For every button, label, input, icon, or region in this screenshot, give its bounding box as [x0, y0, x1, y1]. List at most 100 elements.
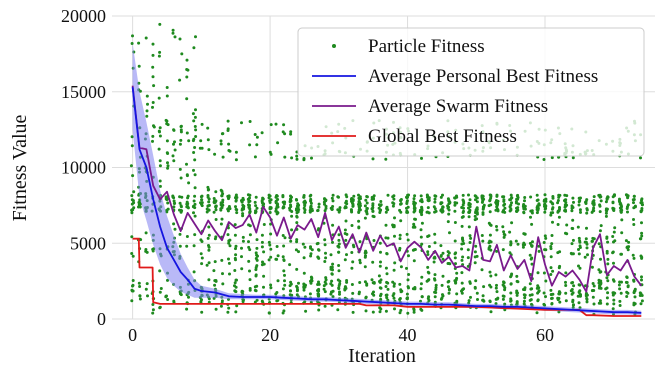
particle-point: [427, 271, 431, 275]
particle-point: [308, 208, 312, 212]
particle-point: [640, 203, 644, 207]
particle-point: [234, 205, 237, 209]
particle-point: [522, 299, 526, 303]
particle-point: [166, 166, 170, 170]
particle-point: [475, 291, 479, 295]
particle-point: [597, 193, 601, 197]
particle-point: [283, 155, 287, 159]
particle-point: [276, 254, 280, 258]
particle-point: [283, 273, 286, 277]
particle-point: [543, 234, 547, 238]
particle-point: [219, 142, 223, 146]
particle-point: [324, 206, 328, 210]
particle-point: [503, 233, 507, 237]
particle-point: [632, 256, 636, 260]
particle-point: [487, 246, 491, 250]
particle-point: [317, 227, 321, 231]
particle-point: [219, 203, 223, 207]
particle-point: [420, 221, 424, 225]
particle-point: [384, 157, 388, 161]
particle-point: [206, 236, 210, 240]
particle-point: [275, 205, 279, 209]
particle-point: [200, 202, 203, 206]
particle-point: [349, 197, 353, 201]
particle-point: [295, 154, 299, 158]
particle-point: [535, 311, 539, 315]
particle-point: [399, 308, 403, 312]
particle-point: [185, 173, 189, 177]
particle-point: [611, 293, 615, 297]
particle-point: [543, 248, 547, 252]
particle-point: [247, 240, 250, 244]
particle-point: [241, 300, 245, 304]
particle-point: [269, 152, 273, 156]
particle-point: [309, 245, 312, 249]
particle-point: [165, 139, 169, 143]
particle-point: [165, 198, 169, 202]
particle-point: [171, 28, 175, 32]
particle-point: [462, 242, 466, 245]
particle-point: [235, 304, 239, 308]
particle-point: [344, 286, 348, 290]
particle-point: [226, 129, 230, 132]
particle-point: [439, 297, 443, 301]
particle-point: [480, 234, 484, 237]
particle-point: [467, 299, 471, 303]
particle-point: [179, 205, 183, 209]
particle-point: [164, 195, 168, 199]
particle-point: [152, 84, 156, 88]
particle-point: [172, 199, 176, 203]
particle-point: [207, 233, 211, 237]
particle-point: [317, 202, 321, 206]
particle-point: [384, 309, 388, 313]
particle-point: [398, 233, 402, 237]
particle-point: [584, 237, 588, 241]
particle-point: [528, 253, 532, 257]
particle-point: [302, 286, 306, 290]
particle-point: [214, 307, 218, 311]
particle-point: [214, 190, 218, 194]
particle-point: [605, 286, 609, 290]
particle-point: [274, 257, 278, 261]
particle-point: [130, 211, 134, 215]
particle-point: [241, 196, 245, 200]
particle-point: [295, 215, 299, 219]
particle-point: [233, 284, 236, 288]
particle-point: [591, 282, 595, 285]
particle-point: [514, 239, 518, 243]
particle-point: [632, 303, 636, 307]
particle-point: [193, 158, 197, 162]
particle-point: [185, 75, 189, 79]
particle-point: [227, 306, 231, 310]
particle-point: [469, 236, 473, 240]
particle-point: [585, 208, 589, 212]
particle-point: [543, 203, 547, 207]
particle-point: [461, 237, 464, 241]
particle-point: [180, 52, 184, 56]
particle-point: [535, 211, 539, 215]
particle-point: [304, 283, 307, 287]
particle-point: [221, 282, 225, 286]
particle-point: [282, 244, 286, 248]
particle-point: [578, 266, 582, 270]
particle-point: [592, 284, 596, 288]
particle-point: [398, 237, 402, 241]
particle-point: [523, 199, 526, 203]
particle-point: [283, 283, 287, 287]
particle-point: [248, 143, 252, 147]
particle-point: [330, 207, 334, 211]
particle-point: [599, 281, 603, 285]
particle-point: [419, 199, 422, 203]
particle-point: [207, 244, 210, 247]
particle-point: [281, 255, 285, 259]
particle-point: [475, 206, 479, 210]
particle-point: [578, 246, 582, 249]
particle-point: [192, 270, 196, 274]
particle-point: [626, 248, 630, 252]
particle-point: [460, 224, 464, 228]
particle-point: [363, 265, 367, 269]
particle-point: [234, 290, 238, 294]
particle-point: [166, 207, 170, 211]
particle-point: [406, 311, 410, 315]
particle-point: [563, 203, 567, 207]
